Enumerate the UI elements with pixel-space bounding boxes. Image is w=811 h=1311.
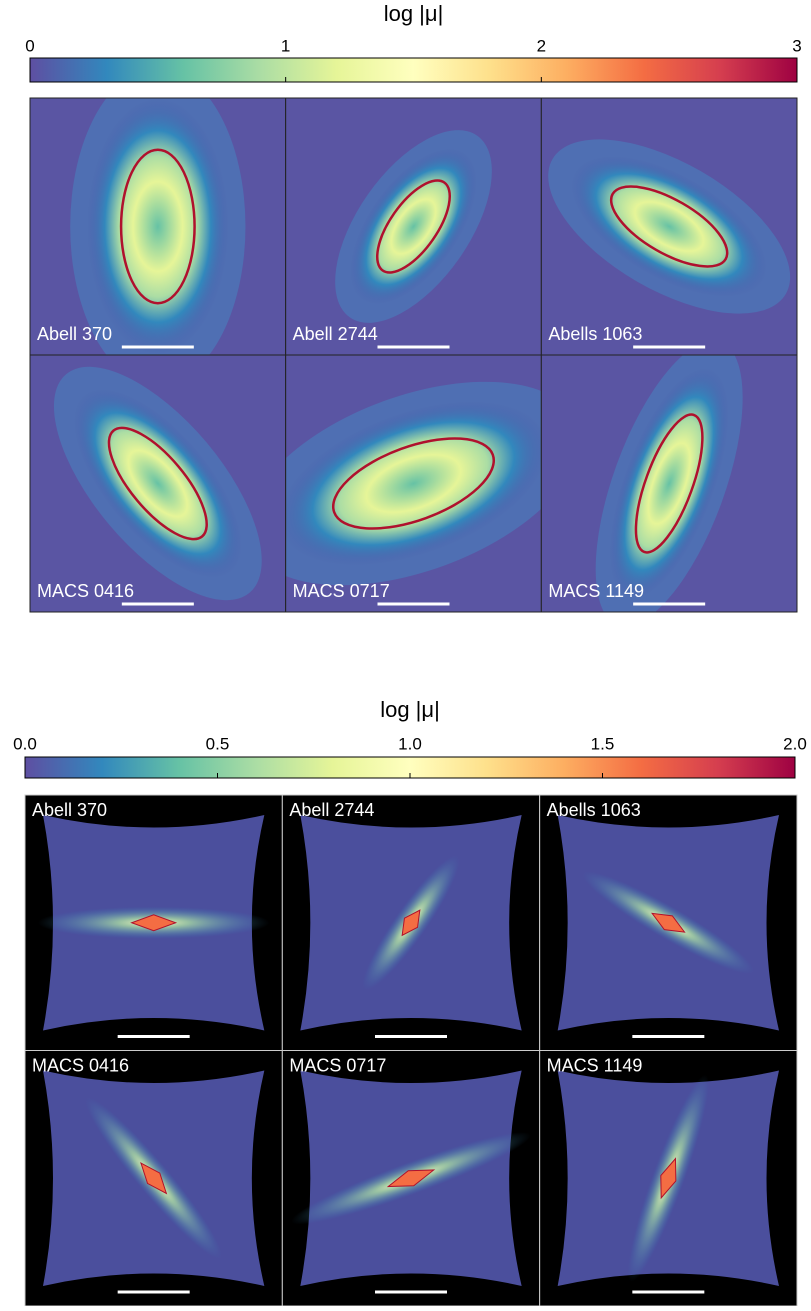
panel <box>30 355 286 612</box>
panel <box>282 1050 540 1306</box>
critical-curve <box>107 426 208 541</box>
critical-curve <box>609 185 729 268</box>
caustic <box>386 1169 436 1188</box>
panel-label: Abell 2744 <box>289 800 374 820</box>
panel-label: MACS 0717 <box>293 581 390 601</box>
critical-curve <box>634 413 704 554</box>
panel-label: MACS 0416 <box>37 581 134 601</box>
colorbar-tick-label: 2 <box>537 36 546 55</box>
colorbar-tick-label: 0.5 <box>206 734 230 753</box>
caustic <box>140 1162 168 1195</box>
critical-curve <box>331 437 496 530</box>
panel-label: Abell 370 <box>37 324 112 344</box>
panel <box>541 355 797 612</box>
colorbar-tick-label: 1.5 <box>591 734 615 753</box>
colorbar-tick-label: 3 <box>792 36 801 55</box>
caustic <box>651 912 686 933</box>
magnification-map <box>74 389 242 578</box>
critical-curve <box>375 179 452 274</box>
panel-label: Abell 370 <box>32 800 107 820</box>
panel-label: MACS 1149 <box>547 1055 643 1075</box>
critical-curve <box>119 148 196 305</box>
panel <box>25 1050 283 1306</box>
colorbar-tick-label: 0 <box>25 36 34 55</box>
colorbar-label: log |μ| <box>380 697 440 722</box>
magnification-map <box>571 156 767 297</box>
panel <box>282 795 540 1051</box>
magnification-map <box>609 368 729 599</box>
panel-label: MACS 0416 <box>32 1055 129 1075</box>
panel-label: MACS 0717 <box>289 1055 386 1075</box>
panel-label: Abell 2744 <box>293 324 378 344</box>
panel <box>25 795 283 1051</box>
colorbar-tick-label: 2.0 <box>783 734 807 753</box>
panel <box>285 98 542 355</box>
caustic <box>130 914 178 932</box>
colorbar <box>29 57 798 83</box>
panel <box>539 1050 797 1306</box>
panel <box>285 355 542 612</box>
panel-label: Abells 1063 <box>547 800 641 820</box>
colorbar-label: log |μ| <box>384 1 444 26</box>
magnification-map <box>350 148 477 305</box>
colorbar-tick-label: 0.0 <box>13 734 37 753</box>
caustic <box>660 1157 677 1200</box>
panel-label: MACS 1149 <box>548 581 644 601</box>
colorbar-tick-label: 1.0 <box>398 734 422 753</box>
caustic <box>401 909 421 937</box>
panel <box>30 98 286 355</box>
magnification-map <box>87 98 229 355</box>
panel <box>541 98 797 355</box>
panel-label: Abells 1063 <box>548 324 642 344</box>
panel <box>539 795 797 1051</box>
colorbar-tick-label: 1 <box>281 36 290 55</box>
panel-border <box>540 354 798 613</box>
